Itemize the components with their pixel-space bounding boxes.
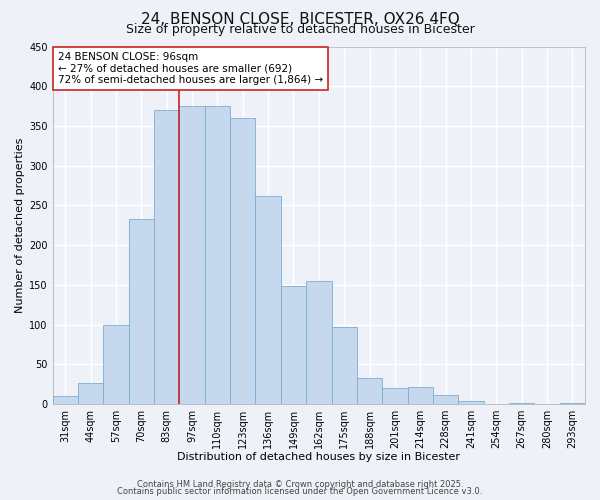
Bar: [53, 396, 78, 404]
Y-axis label: Number of detached properties: Number of detached properties: [15, 138, 25, 313]
Text: 24, BENSON CLOSE, BICESTER, OX26 4FQ: 24, BENSON CLOSE, BICESTER, OX26 4FQ: [140, 12, 460, 26]
Text: Contains HM Land Registry data © Crown copyright and database right 2025.: Contains HM Land Registry data © Crown c…: [137, 480, 463, 489]
Bar: [281, 286, 306, 404]
X-axis label: Distribution of detached houses by size in Bicester: Distribution of detached houses by size …: [178, 452, 460, 462]
Bar: [154, 110, 179, 404]
Bar: [306, 281, 332, 404]
Bar: [129, 219, 154, 404]
Bar: [382, 388, 407, 404]
Text: Contains public sector information licensed under the Open Government Licence v3: Contains public sector information licen…: [118, 487, 482, 496]
Bar: [407, 386, 433, 404]
Bar: [433, 396, 458, 404]
Bar: [179, 106, 205, 404]
Bar: [458, 401, 484, 404]
Bar: [230, 118, 256, 404]
Bar: [256, 196, 281, 404]
Bar: [205, 106, 230, 404]
Bar: [78, 382, 103, 404]
Bar: [357, 378, 382, 404]
Text: 24 BENSON CLOSE: 96sqm
← 27% of detached houses are smaller (692)
72% of semi-de: 24 BENSON CLOSE: 96sqm ← 27% of detached…: [58, 52, 323, 85]
Bar: [332, 327, 357, 404]
Text: Size of property relative to detached houses in Bicester: Size of property relative to detached ho…: [125, 22, 475, 36]
Bar: [103, 324, 129, 404]
